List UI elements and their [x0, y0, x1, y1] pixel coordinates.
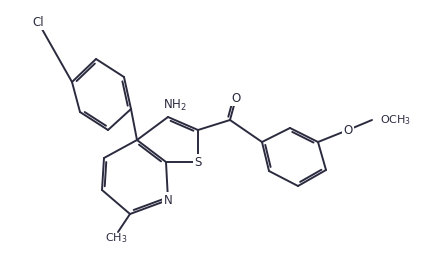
- Text: O: O: [231, 91, 240, 104]
- Text: NH$_2$: NH$_2$: [163, 98, 187, 113]
- Text: CH$_3$: CH$_3$: [104, 231, 127, 245]
- Text: O: O: [343, 123, 352, 136]
- Text: OCH$_3$: OCH$_3$: [379, 113, 410, 127]
- Text: S: S: [194, 155, 201, 168]
- Text: Cl: Cl: [32, 15, 44, 28]
- Text: N: N: [163, 194, 172, 207]
